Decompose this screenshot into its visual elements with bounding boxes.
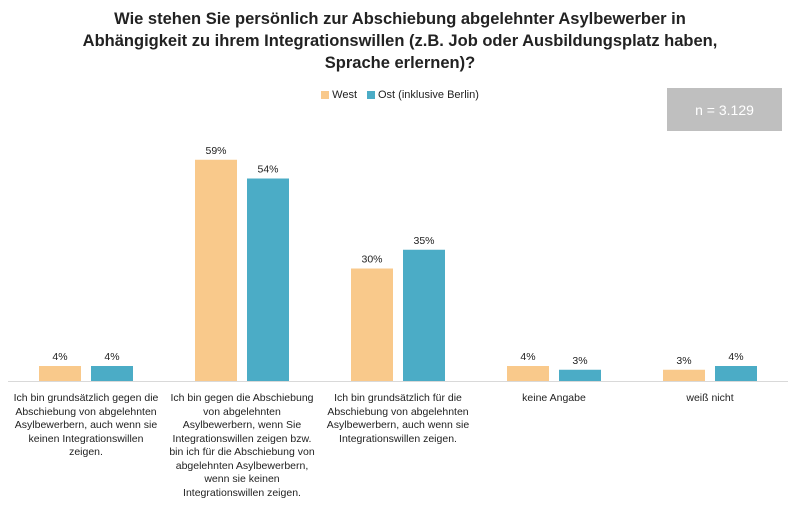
legend-label-west: West	[332, 89, 357, 101]
sample-size-label: n = 3.129	[695, 101, 754, 118]
bar-west-2	[351, 268, 393, 381]
bar-west-3	[507, 366, 549, 381]
data-label-west-2: 30%	[361, 254, 382, 266]
chart-title: Wie stehen Sie persönlich zur Abschiebun…	[82, 10, 718, 72]
bar-ost-3	[559, 369, 601, 381]
data-label-ost-4: 4%	[728, 351, 743, 363]
bar-ost-4	[715, 366, 757, 381]
bar-west-4	[663, 369, 705, 381]
bar-west-1	[195, 159, 237, 381]
data-label-west-0: 4%	[52, 351, 67, 363]
bar-ost-1	[247, 178, 289, 381]
category-label-1: Ich bin gegen die Abschiebung von abgele…	[169, 392, 315, 499]
data-label-ost-2: 35%	[413, 235, 434, 247]
data-label-ost-0: 4%	[104, 351, 119, 363]
legend-swatch-ost	[367, 91, 375, 99]
legend-label-ost: Ost (inklusive Berlin)	[378, 89, 479, 101]
data-label-ost-3: 3%	[572, 355, 587, 367]
category-label-3: keine Angabe	[522, 392, 586, 404]
sample-size-box: n = 3.129	[667, 88, 782, 131]
data-label-ost-1: 54%	[257, 164, 278, 176]
category-label-2: Ich bin grundsätzlich für die Abschiebun…	[326, 392, 470, 445]
bar-west-0	[39, 366, 81, 381]
bar-ost-0	[91, 366, 133, 381]
category-label-0: Ich bin grundsätzlich gegen die Abschieb…	[13, 392, 159, 458]
legend-swatch-west	[321, 91, 330, 99]
data-label-west-3: 4%	[520, 351, 535, 363]
data-label-west-4: 3%	[676, 355, 691, 367]
legend: West Ost (inklusive Berlin)	[0, 89, 800, 101]
legend-item-west: West	[321, 89, 357, 101]
data-label-west-1: 59%	[205, 145, 226, 157]
category-label-4: weiß nicht	[686, 392, 734, 404]
legend-item-ost: Ost (inklusive Berlin)	[367, 89, 479, 101]
bar-ost-2	[403, 249, 445, 381]
